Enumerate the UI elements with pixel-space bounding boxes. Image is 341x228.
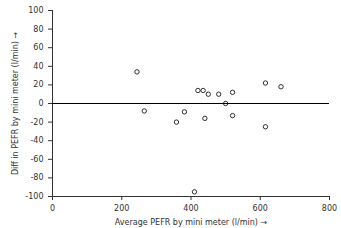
svg-text:400: 400 <box>183 204 198 213</box>
svg-text:40: 40 <box>33 62 43 71</box>
svg-text:80: 80 <box>33 25 43 34</box>
svg-text:800: 800 <box>322 204 337 213</box>
svg-text:20: 20 <box>33 80 43 89</box>
svg-text:-20: -20 <box>30 118 43 127</box>
svg-text:60: 60 <box>33 43 43 52</box>
svg-text:600: 600 <box>253 204 268 213</box>
svg-text:0: 0 <box>38 99 43 108</box>
svg-text:-40: -40 <box>30 136 43 145</box>
svg-text:-60: -60 <box>30 155 43 164</box>
svg-text:200: 200 <box>114 204 129 213</box>
svg-text:100: 100 <box>28 6 43 15</box>
svg-text:Diff in PEFR by mini meter (l/: Diff in PEFR by mini meter (l/min) → <box>11 32 20 175</box>
svg-text:0: 0 <box>50 204 55 213</box>
svg-text:-100: -100 <box>25 192 43 201</box>
svg-text:Average PEFR by mini meter (l/: Average PEFR by mini meter (l/min) → <box>115 218 268 227</box>
svg-text:-80: -80 <box>30 173 43 182</box>
